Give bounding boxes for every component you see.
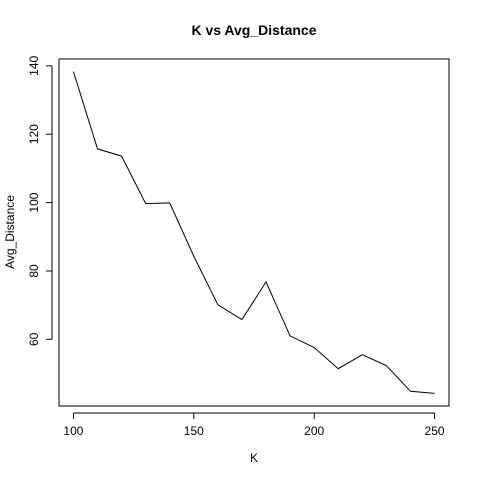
y-axis-label: Avg_Distance	[3, 195, 17, 269]
y-tick-label: 120	[27, 124, 41, 144]
y-axis: 60 80 100 120 140	[27, 56, 53, 346]
x-axis-label: K	[250, 451, 258, 465]
x-tick-label: 250	[425, 424, 445, 438]
x-axis: 100 150 200 250	[63, 412, 445, 438]
y-tick-label: 80	[27, 264, 41, 278]
y-tick-label: 100	[27, 192, 41, 212]
x-tick-label: 100	[63, 424, 83, 438]
chart-title: K vs Avg_Distance	[191, 22, 316, 38]
y-tick-label: 140	[27, 56, 41, 76]
plot-frame	[58, 58, 450, 407]
series-line	[72, 71, 435, 394]
y-tick-label: 60	[27, 332, 41, 346]
x-tick-label: 150	[184, 424, 204, 438]
x-tick-label: 200	[304, 424, 324, 438]
